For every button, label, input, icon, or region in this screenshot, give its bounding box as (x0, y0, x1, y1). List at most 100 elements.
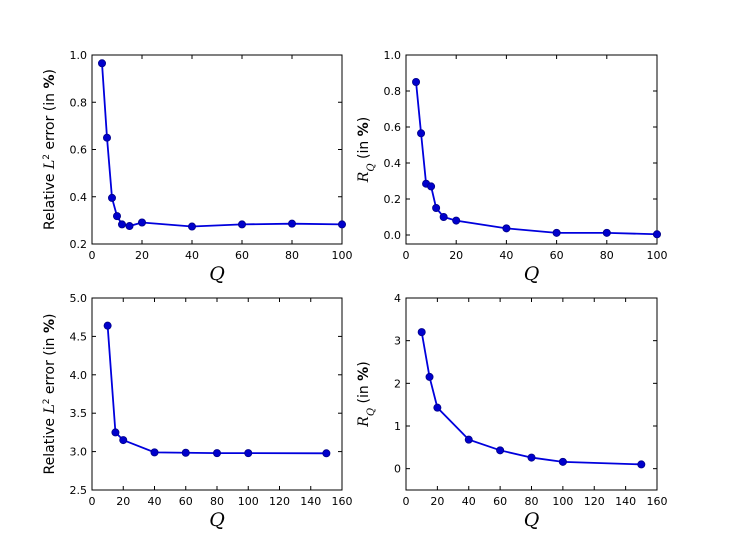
data-point (452, 216, 461, 225)
data-point (602, 228, 611, 237)
data-point (653, 230, 662, 239)
y-axis-label: RQ (in %) (356, 117, 377, 183)
data-point (113, 212, 122, 221)
x-tick-label: 20 (430, 495, 444, 508)
data-point (103, 321, 112, 330)
y-tick-label: 0.8 (70, 96, 88, 109)
x-tick-label: 0 (89, 495, 96, 508)
data-point (417, 129, 426, 138)
y-tick-label: 2.5 (70, 484, 88, 497)
y-tick-label: 3.5 (70, 407, 88, 420)
data-point (111, 428, 120, 437)
data-point (150, 448, 159, 457)
data-point (496, 446, 505, 455)
x-tick-label: 80 (285, 249, 299, 262)
x-tick-label: 120 (584, 495, 605, 508)
series-line (420, 331, 642, 466)
y-tick-label: 0.4 (384, 157, 402, 170)
x-tick-label: 40 (499, 249, 513, 262)
x-tick-label: 40 (462, 495, 476, 508)
data-point (433, 403, 442, 412)
x-tick-label: 0 (89, 249, 96, 262)
data-point (103, 133, 112, 142)
subplot-2: 0 20 40 60 80 100 0.0 0.2 0.4 0.6 0.8 1.0 Q RQ (in %) (356, 49, 668, 285)
data-point (637, 460, 646, 469)
data-point (417, 328, 426, 337)
x-tick-label: 60 (493, 495, 507, 508)
data-point (287, 219, 296, 228)
data-point (212, 449, 221, 458)
data-point (108, 193, 117, 202)
y-tick-label: 4 (394, 292, 401, 305)
data-point (237, 220, 246, 229)
y-axis-label: Relative L2 error (in %) (42, 69, 58, 230)
y-tick-label: 0.2 (384, 193, 402, 206)
subplot-4: 0 20 40 60 80 100 120 140 160 0 1 2 3 4 Q RQ (in %) (356, 292, 668, 531)
x-tick-label: 160 (647, 495, 668, 508)
x-axis-label: Q (209, 263, 225, 285)
x-tick-label: 120 (269, 495, 290, 508)
data-point (337, 220, 346, 229)
data-point (425, 372, 434, 381)
x-tick-label: 100 (332, 249, 353, 262)
x-tick-label: 140 (300, 495, 321, 508)
y-tick-label: 5.0 (70, 292, 88, 305)
x-tick-label: 20 (116, 495, 130, 508)
y-tick-label: 2 (394, 377, 401, 390)
y-tick-label: 0.2 (70, 238, 88, 251)
data-point (558, 457, 567, 466)
x-tick-label: 60 (235, 249, 249, 262)
data-point (502, 224, 511, 233)
x-tick-label: 80 (210, 495, 224, 508)
y-tick-label: 0.0 (384, 229, 402, 242)
series-line (101, 63, 343, 228)
x-tick-label: 160 (332, 495, 353, 508)
data-point (98, 59, 107, 68)
data-point (119, 436, 128, 445)
x-tick-label: 20 (135, 249, 149, 262)
data-point (244, 449, 253, 458)
y-axis-label: RQ (in %) (356, 361, 377, 427)
x-axis-label: Q (524, 509, 540, 531)
subplot-1: 0 20 40 60 80 100 0.2 0.4 0.6 0.8 1.0 Q Relative L2 … (42, 49, 353, 285)
x-axis-label: Q (209, 509, 225, 531)
y-tick-label: 1 (394, 420, 401, 433)
data-point (439, 212, 448, 221)
x-tick-label: 0 (403, 249, 410, 262)
y-tick-label: 0.6 (384, 121, 402, 134)
series-line (415, 81, 658, 236)
data-point (137, 218, 146, 227)
x-tick-label: 60 (179, 495, 193, 508)
x-tick-label: 80 (525, 495, 539, 508)
x-tick-label: 60 (550, 249, 564, 262)
data-point (464, 435, 473, 444)
y-tick-label: 4.5 (70, 330, 88, 343)
data-point (427, 182, 436, 191)
x-tick-label: 20 (449, 249, 463, 262)
data-point (432, 203, 441, 212)
x-tick-label: 100 (238, 495, 259, 508)
data-point (125, 222, 134, 231)
x-axis-label: Q (524, 263, 540, 285)
subplot-3: 0 20 40 60 80 100 120 140 160 2.5 3.0 3.5 4.0 4.5 5.0 Q… (42, 292, 353, 531)
data-point (118, 220, 127, 229)
data-point (181, 448, 190, 457)
y-tick-label: 3 (394, 335, 401, 348)
x-tick-label: 140 (615, 495, 636, 508)
x-tick-label: 100 (647, 249, 668, 262)
y-tick-label: 1.0 (384, 49, 402, 62)
x-tick-label: 40 (185, 249, 199, 262)
x-tick-label: 80 (600, 249, 614, 262)
data-point (187, 222, 196, 231)
plot-frame (91, 54, 343, 245)
y-tick-label: 0.6 (70, 144, 88, 157)
x-tick-label: 40 (148, 495, 162, 508)
y-tick-label: 4.0 (70, 369, 88, 382)
data-point (322, 449, 331, 458)
x-tick-label: 0 (403, 495, 410, 508)
y-tick-label: 0.4 (70, 191, 88, 204)
y-tick-label: 1.0 (70, 49, 88, 62)
y-tick-label: 0.8 (384, 85, 402, 98)
series-line (106, 325, 327, 455)
